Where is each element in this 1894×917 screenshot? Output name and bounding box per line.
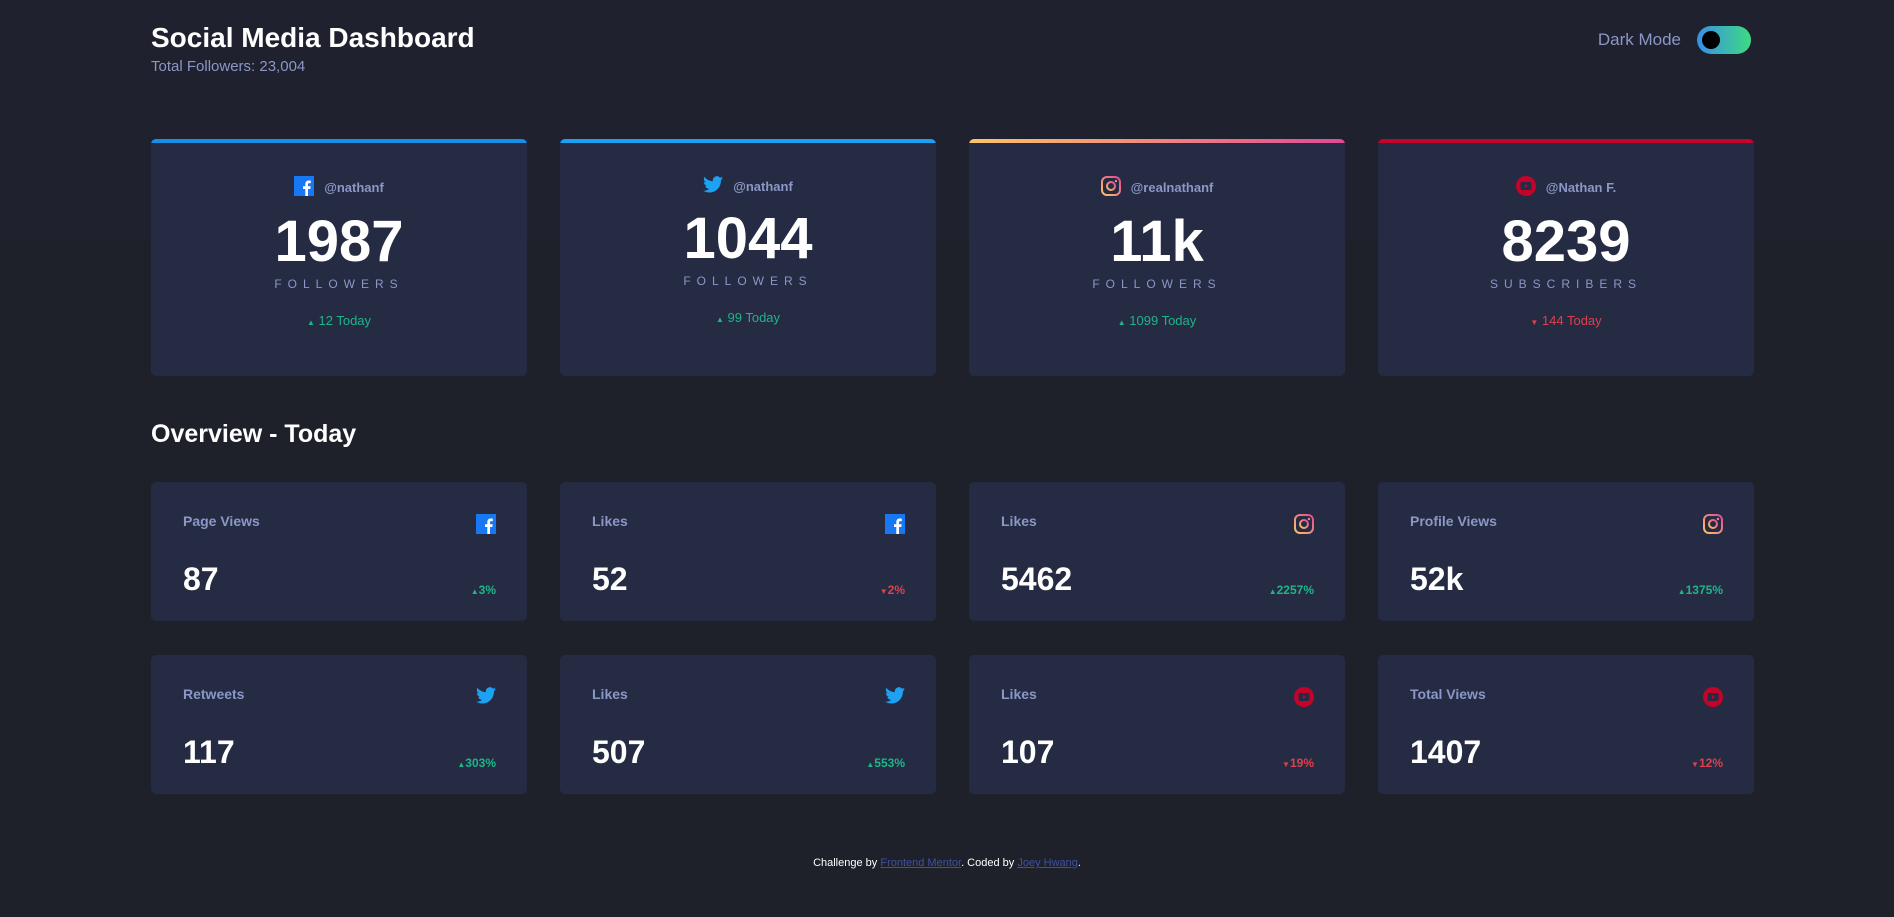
metric-change: 2% xyxy=(887,583,905,597)
twitter-icon xyxy=(885,687,905,709)
today-change: 99 Today xyxy=(727,310,781,325)
instagram-icon xyxy=(1100,176,1121,199)
accent-bar xyxy=(151,139,527,143)
trend-up-icon: ▲ xyxy=(715,315,724,324)
overview-card[interactable]: Likes 52 ▼2% xyxy=(560,482,936,621)
metric-change: 19% xyxy=(1289,756,1314,770)
metric-change: 1375% xyxy=(1685,583,1723,597)
metric-change: 2257% xyxy=(1276,583,1314,597)
trend-up-icon: ▲ xyxy=(1677,587,1686,596)
frontend-mentor-link[interactable]: Frontend Mentor xyxy=(880,857,962,869)
dark-mode-toggle[interactable] xyxy=(1697,26,1751,54)
dark-mode-control: Dark Mode xyxy=(1598,26,1751,54)
metric-value: 5462 xyxy=(1001,561,1073,597)
metric-label: Profile Views xyxy=(1410,513,1497,529)
today-change: 144 Today xyxy=(1541,313,1602,328)
accent-bar xyxy=(560,139,936,143)
follower-card-facebook[interactable]: @nathanf 1987 FOLLOWERS ▲ 12 Today xyxy=(151,139,527,376)
accent-bar xyxy=(969,139,1345,143)
follower-card-twitter[interactable]: @nathanf 1044 FOLLOWERS ▲ 99 Today xyxy=(560,139,936,376)
trend-up-icon: ▲ xyxy=(866,760,875,769)
youtube-icon xyxy=(1703,687,1723,712)
footer: Challenge by Frontend Mentor. Coded by J… xyxy=(0,857,1894,869)
follower-cards: @nathanf 1987 FOLLOWERS ▲ 12 Today @nath… xyxy=(151,139,1754,376)
count-label: FOLLOWERS xyxy=(683,274,813,288)
overview-card[interactable]: Page Views 87 ▲3% xyxy=(151,482,527,621)
metric-label: Likes xyxy=(592,686,628,702)
metric-label: Total Views xyxy=(1410,686,1486,702)
metric-value: 507 xyxy=(592,734,646,770)
handle: @realnathanf xyxy=(1130,180,1214,195)
overview-cards: Page Views 87 ▲3% Likes 52 ▼2% Likes 546… xyxy=(151,482,1754,794)
metric-value: 87 xyxy=(183,561,219,597)
instagram-icon xyxy=(1294,514,1314,539)
overview-card[interactable]: Likes 507 ▲553% xyxy=(560,655,936,794)
accent-bar xyxy=(1378,139,1754,143)
overview-title: Overview - Today xyxy=(151,420,357,448)
trend-down-icon: ▼ xyxy=(1530,318,1539,327)
overview-card[interactable]: Likes 107 ▼19% xyxy=(969,655,1345,794)
trend-up-icon: ▲ xyxy=(1117,318,1126,327)
instagram-icon xyxy=(1703,514,1723,539)
metric-value: 52 xyxy=(592,561,628,597)
handle: @nathanf xyxy=(733,178,793,194)
count-label: SUBSCRIBERS xyxy=(1489,277,1643,291)
total-followers: Total Followers: 23,004 xyxy=(151,58,306,75)
metric-change: 12% xyxy=(1698,756,1723,770)
facebook-icon xyxy=(885,514,905,539)
count-label: FOLLOWERS xyxy=(1092,277,1222,291)
trend-down-icon: ▼ xyxy=(1282,760,1290,769)
follower-count: 11k xyxy=(1110,209,1204,274)
twitter-icon xyxy=(703,176,724,196)
trend-up-icon: ▲ xyxy=(1268,587,1277,596)
facebook-icon xyxy=(294,176,315,199)
page-title: Social Media Dashboard xyxy=(151,22,475,53)
trend-up-icon: ▲ xyxy=(306,318,315,327)
metric-label: Likes xyxy=(592,513,628,529)
follower-card-youtube[interactable]: @Nathan F. 8239 SUBSCRIBERS ▼ 144 Today xyxy=(1378,139,1754,376)
overview-card[interactable]: Retweets 117 ▲303% xyxy=(151,655,527,794)
twitter-icon xyxy=(476,687,496,709)
footer-text: Challenge by xyxy=(813,857,881,869)
metric-value: 1407 xyxy=(1410,734,1482,770)
today-change: 1099 Today xyxy=(1129,313,1197,328)
footer-text: . Coded by xyxy=(961,857,1018,869)
metric-label: Retweets xyxy=(183,686,245,702)
metric-value: 107 xyxy=(1001,734,1055,770)
trend-down-icon: ▼ xyxy=(879,587,888,596)
metric-change: 553% xyxy=(874,756,905,770)
follower-count: 8239 xyxy=(1501,209,1631,274)
dark-mode-label: Dark Mode xyxy=(1597,30,1681,49)
overview-card[interactable]: Likes 5462 ▲2257% xyxy=(969,482,1345,621)
follower-count: 1987 xyxy=(274,209,404,274)
metric-change: 3% xyxy=(478,583,496,597)
trend-up-icon: ▲ xyxy=(457,760,466,769)
youtube-icon xyxy=(1515,176,1536,199)
metric-change: 303% xyxy=(465,756,496,770)
metric-value: 117 xyxy=(183,734,235,770)
youtube-icon xyxy=(1294,687,1314,712)
overview-card[interactable]: Profile Views 52k ▲1375% xyxy=(1378,482,1754,621)
follower-card-instagram[interactable]: @realnathanf 11k FOLLOWERS ▲ 1099 Today xyxy=(969,139,1345,376)
metric-label: Page Views xyxy=(183,513,260,529)
metric-label: Likes xyxy=(1001,513,1037,529)
trend-down-icon: ▼ xyxy=(1691,760,1699,769)
overview-card[interactable]: Total Views 1407 ▼12% xyxy=(1378,655,1754,794)
metric-value: 52k xyxy=(1410,561,1464,597)
facebook-icon xyxy=(476,514,496,539)
footer-text: . xyxy=(1077,857,1081,869)
trend-up-icon: ▲ xyxy=(470,587,479,596)
handle: @nathanf xyxy=(324,180,384,195)
author-link[interactable]: Joey Hwang xyxy=(1017,857,1078,869)
count-label: FOLLOWERS xyxy=(274,277,404,291)
metric-label: Likes xyxy=(1001,686,1037,702)
handle: @Nathan F. xyxy=(1545,180,1617,195)
today-change: 12 Today xyxy=(318,313,372,328)
follower-count: 1044 xyxy=(683,206,813,271)
